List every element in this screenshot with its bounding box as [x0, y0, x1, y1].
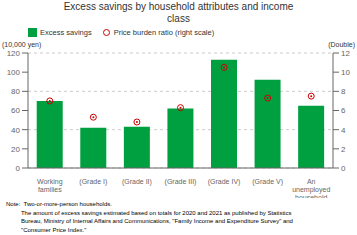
svg-text:6: 6	[341, 106, 346, 115]
html-text:Excess savings by household at: Excess savings by household attributes a…	[63, 1, 294, 24]
svg-text:12: 12	[341, 49, 349, 58]
svg-text:(Grade II): (Grade II)	[122, 178, 152, 186]
svg-text:Workingfamilies: Workingfamilies	[37, 178, 63, 193]
svg-text:120: 120	[8, 49, 21, 58]
svg-text:80: 80	[11, 87, 20, 96]
svg-text:Anunemployedhousehold: Anunemployedhousehold	[292, 178, 330, 198]
html-text:Price burden ratio (right scal: Price burden ratio (right scale)	[113, 27, 215, 37]
svg-text:100: 100	[8, 68, 21, 77]
svg-text:20: 20	[11, 145, 20, 154]
svg-text:8: 8	[341, 87, 346, 96]
svg-text:(Grade V): (Grade V)	[252, 178, 283, 186]
html-text:Note: Two-or-more-person house: Note: Two-or-more-person households.	[6, 201, 112, 207]
html-text:"Consumer Price Index.": "Consumer Price Index."	[6, 226, 87, 233]
svg-text:0: 0	[341, 164, 346, 173]
html-text:The amount of excess savings e: The amount of excess savings estimated b…	[6, 209, 292, 216]
svg-text:(Grade I): (Grade I)	[79, 178, 107, 186]
svg-text:(Grade III): (Grade III)	[165, 178, 197, 186]
svg-text:40: 40	[11, 126, 20, 135]
svg-text:0: 0	[16, 164, 21, 173]
html-text:(Double): (Double)	[328, 41, 355, 48]
svg-text:60: 60	[11, 106, 20, 115]
svg-text:(Grade IV): (Grade IV)	[208, 178, 241, 186]
svg-text:2: 2	[341, 145, 346, 154]
html-text:Excess savings: Excess savings	[40, 27, 92, 37]
html-text:(10,000 yen): (10,000 yen)	[2, 41, 42, 48]
svg-text:10: 10	[341, 68, 349, 77]
html-text:Bureau, Ministry of Internal A: Bureau, Ministry of Internal Affairs and…	[6, 218, 293, 224]
svg-text:4: 4	[341, 126, 346, 135]
